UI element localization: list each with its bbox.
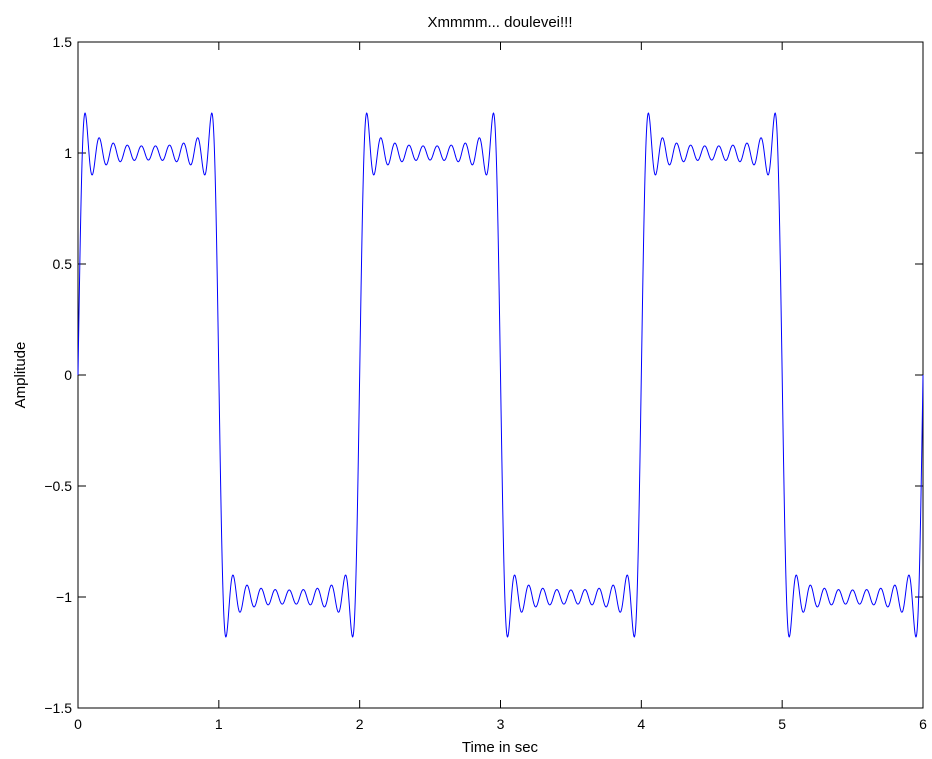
y-tick-label: 0.5 [53,256,73,272]
y-tick-label: 1 [64,145,72,161]
x-tick-label: 6 [919,716,927,732]
x-tick-label: 5 [778,716,786,732]
y-tick-label: −1.5 [44,700,72,716]
series-layer [77,112,924,638]
x-tick-label: 1 [215,716,223,732]
y-tick-label: −1 [56,589,72,605]
x-tick-label: 2 [356,716,364,732]
x-tick-label: 0 [74,716,82,732]
x-tick-label: 3 [497,716,505,732]
x-axis-ticks: 0 1 2 3 4 5 6 [74,42,927,732]
plot-area: 0 1 2 3 4 5 6 −1.5 −1 −0.5 0 0.5 1 1.5 [44,34,927,732]
series-line-0 [77,112,924,638]
chart-title: Xmmmm... doulevei!!! [427,14,572,31]
y-axis-title: Amplitude [12,342,29,409]
x-tick-label: 4 [637,716,645,732]
y-tick-label: −0.5 [44,478,72,494]
y-tick-label: 1.5 [53,34,73,50]
x-axis-title: Time in sec [462,739,539,756]
y-tick-label: 0 [64,367,72,383]
